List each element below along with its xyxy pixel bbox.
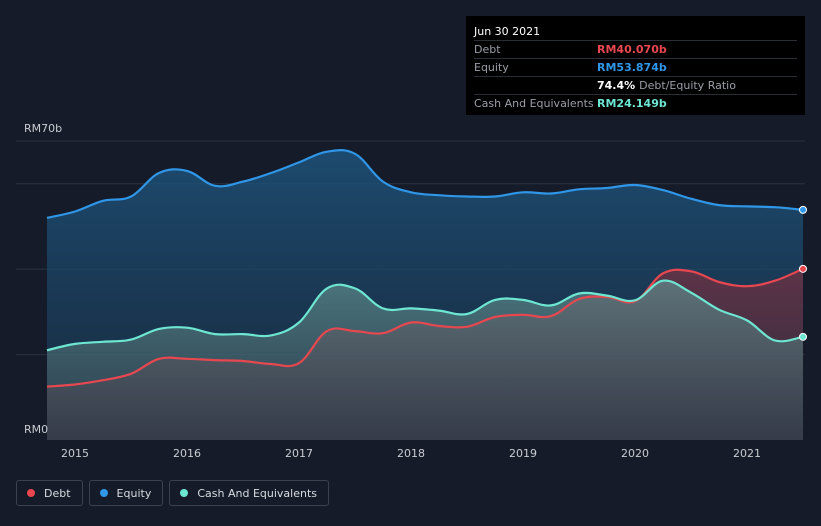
tooltip-value: RM40.070b xyxy=(597,43,667,56)
tooltip-value: RM53.874b xyxy=(597,61,667,74)
x-tick-label: 2021 xyxy=(733,447,761,460)
x-tick-label: 2015 xyxy=(61,447,89,460)
legend-label: Debt xyxy=(44,486,71,500)
end-marker-equity[interactable] xyxy=(799,205,807,214)
x-tick-label: 2020 xyxy=(621,447,649,460)
tooltip-label: Debt xyxy=(474,43,501,56)
series-lines xyxy=(46,149,804,388)
y-tick-labels: RM70b RM0 xyxy=(24,122,62,436)
legend-item-debt[interactable]: Debt xyxy=(16,480,83,506)
end-marker-cash-and-equivalents[interactable] xyxy=(799,332,807,341)
tooltip-row-debt: Debt RM40.070b xyxy=(474,40,797,58)
line-cash-and-equivalents xyxy=(46,279,804,352)
legend-dot-icon xyxy=(27,489,35,497)
line-equity xyxy=(46,149,804,219)
tooltip-label: Equity xyxy=(474,61,509,74)
area-cash-and-equivalents xyxy=(47,280,803,440)
tooltip-ratio-caption: Debt/Equity Ratio xyxy=(639,79,736,92)
tooltip-value: 74.4% xyxy=(597,79,636,92)
chart-legend: Debt Equity Cash And Equivalents xyxy=(16,480,329,506)
y-tick-label: RM70b xyxy=(24,122,62,135)
x-tick-label: 2016 xyxy=(173,447,201,460)
y-tick-label: RM0 xyxy=(24,423,48,436)
x-tick-label: 2018 xyxy=(397,447,425,460)
x-tick-label: 2017 xyxy=(285,447,313,460)
legend-dot-icon xyxy=(99,489,108,497)
line-debt xyxy=(46,267,804,388)
end-markers xyxy=(799,205,807,341)
tooltip-row-cash: Cash And Equivalents RM24.149b xyxy=(474,94,797,112)
legend-dot-icon xyxy=(180,489,189,497)
legend-item-cash[interactable]: Cash And Equivalents xyxy=(169,480,329,506)
legend-item-equity[interactable]: Equity xyxy=(88,480,164,506)
tooltip-date: Jun 30 2021 xyxy=(474,25,541,38)
legend-label: Equity xyxy=(116,486,152,500)
tooltip-row-ratio: 74.4% Debt/Equity Ratio xyxy=(474,76,797,94)
tooltip-row-equity: Equity RM53.874b xyxy=(474,58,797,76)
tooltip-label: Cash And Equivalents xyxy=(474,97,594,110)
end-marker-debt[interactable] xyxy=(799,264,807,273)
x-tick-labels: 2015 2016 2017 2018 2019 2020 2021 xyxy=(61,447,761,460)
tooltip-value: RM24.149b xyxy=(597,97,667,110)
x-tick-label: 2019 xyxy=(509,447,537,460)
area-fills xyxy=(47,150,803,440)
legend-label: Cash And Equivalents xyxy=(197,486,317,500)
tooltip-panel: Jun 30 2021 Debt RM40.070b Equity RM53.8… xyxy=(466,16,805,115)
